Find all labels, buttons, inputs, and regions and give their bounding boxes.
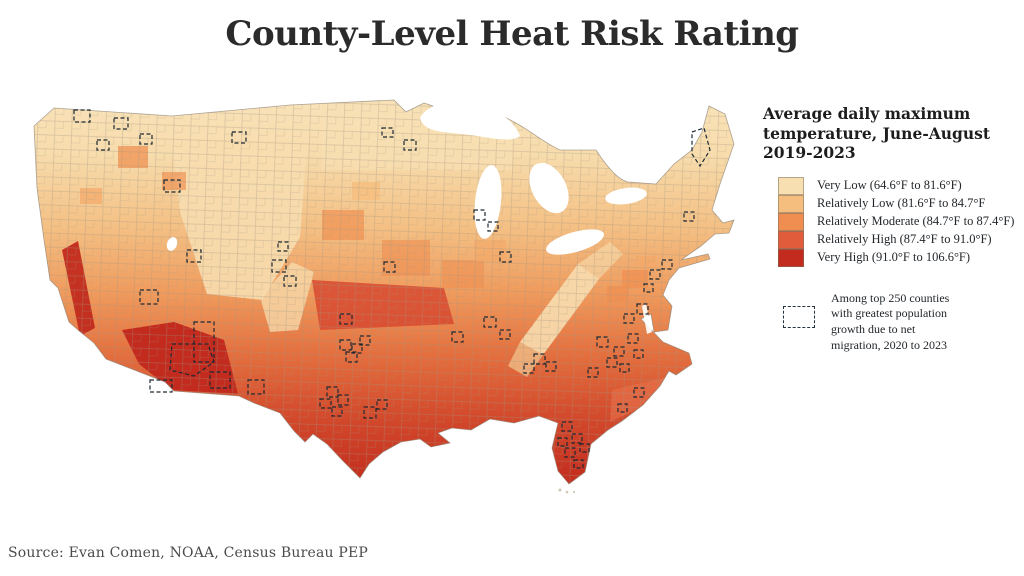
florida-keys xyxy=(558,488,576,494)
us-county-choropleth-map xyxy=(22,92,758,542)
legend-class-row: Relatively Low (81.6°F to 84.7°F xyxy=(778,195,1021,214)
source-credit: Source: Evan Comen, NOAA, Census Bureau … xyxy=(8,545,369,561)
legend-class-row: Relatively High (87.4°F to 91.0°F) xyxy=(778,231,1021,250)
growth-county-note: Among top 250 counties with greatest pop… xyxy=(831,290,950,353)
very-high-label: Very High (91.0°F to 106.6°F) xyxy=(817,250,971,265)
relatively-moderate-swatch xyxy=(778,213,804,232)
relatively-low-label: Relatively Low (81.6°F to 84.7°F xyxy=(817,196,986,211)
page-title: County-Level Heat Risk Rating xyxy=(225,14,799,54)
dashed-county-icon xyxy=(783,305,815,328)
relatively-high-swatch xyxy=(778,231,804,250)
legend-color-scale: Very Low (64.6°F to 81.6°F) Relatively L… xyxy=(778,177,1021,268)
growth-county-legend: Among top 250 counties with greatest pop… xyxy=(763,291,1021,354)
very-low-label: Very Low (64.6°F to 81.6°F) xyxy=(817,178,962,193)
legend-heading: Average daily maximum temperature, June-… xyxy=(763,104,991,163)
growth-county-outlines xyxy=(73,109,711,469)
legend-panel: Average daily maximum temperature, June-… xyxy=(763,104,1021,354)
legend-class-row: Very Low (64.6°F to 81.6°F) xyxy=(778,177,1021,196)
legend-class-row: Very High (91.0°F to 106.6°F) xyxy=(778,249,1021,268)
very-high-swatch xyxy=(778,249,804,268)
very-low-swatch xyxy=(778,177,804,196)
relatively-low-swatch xyxy=(778,195,804,214)
relatively-high-label: Relatively High (87.4°F to 91.0°F) xyxy=(817,232,992,247)
great-lakes xyxy=(166,101,652,334)
legend-class-row: Relatively Moderate (84.7°F to 87.4°F) xyxy=(778,213,1021,232)
usa-map-svg xyxy=(33,99,735,494)
relatively-moderate-label: Relatively Moderate (84.7°F to 87.4°F) xyxy=(817,214,1015,229)
